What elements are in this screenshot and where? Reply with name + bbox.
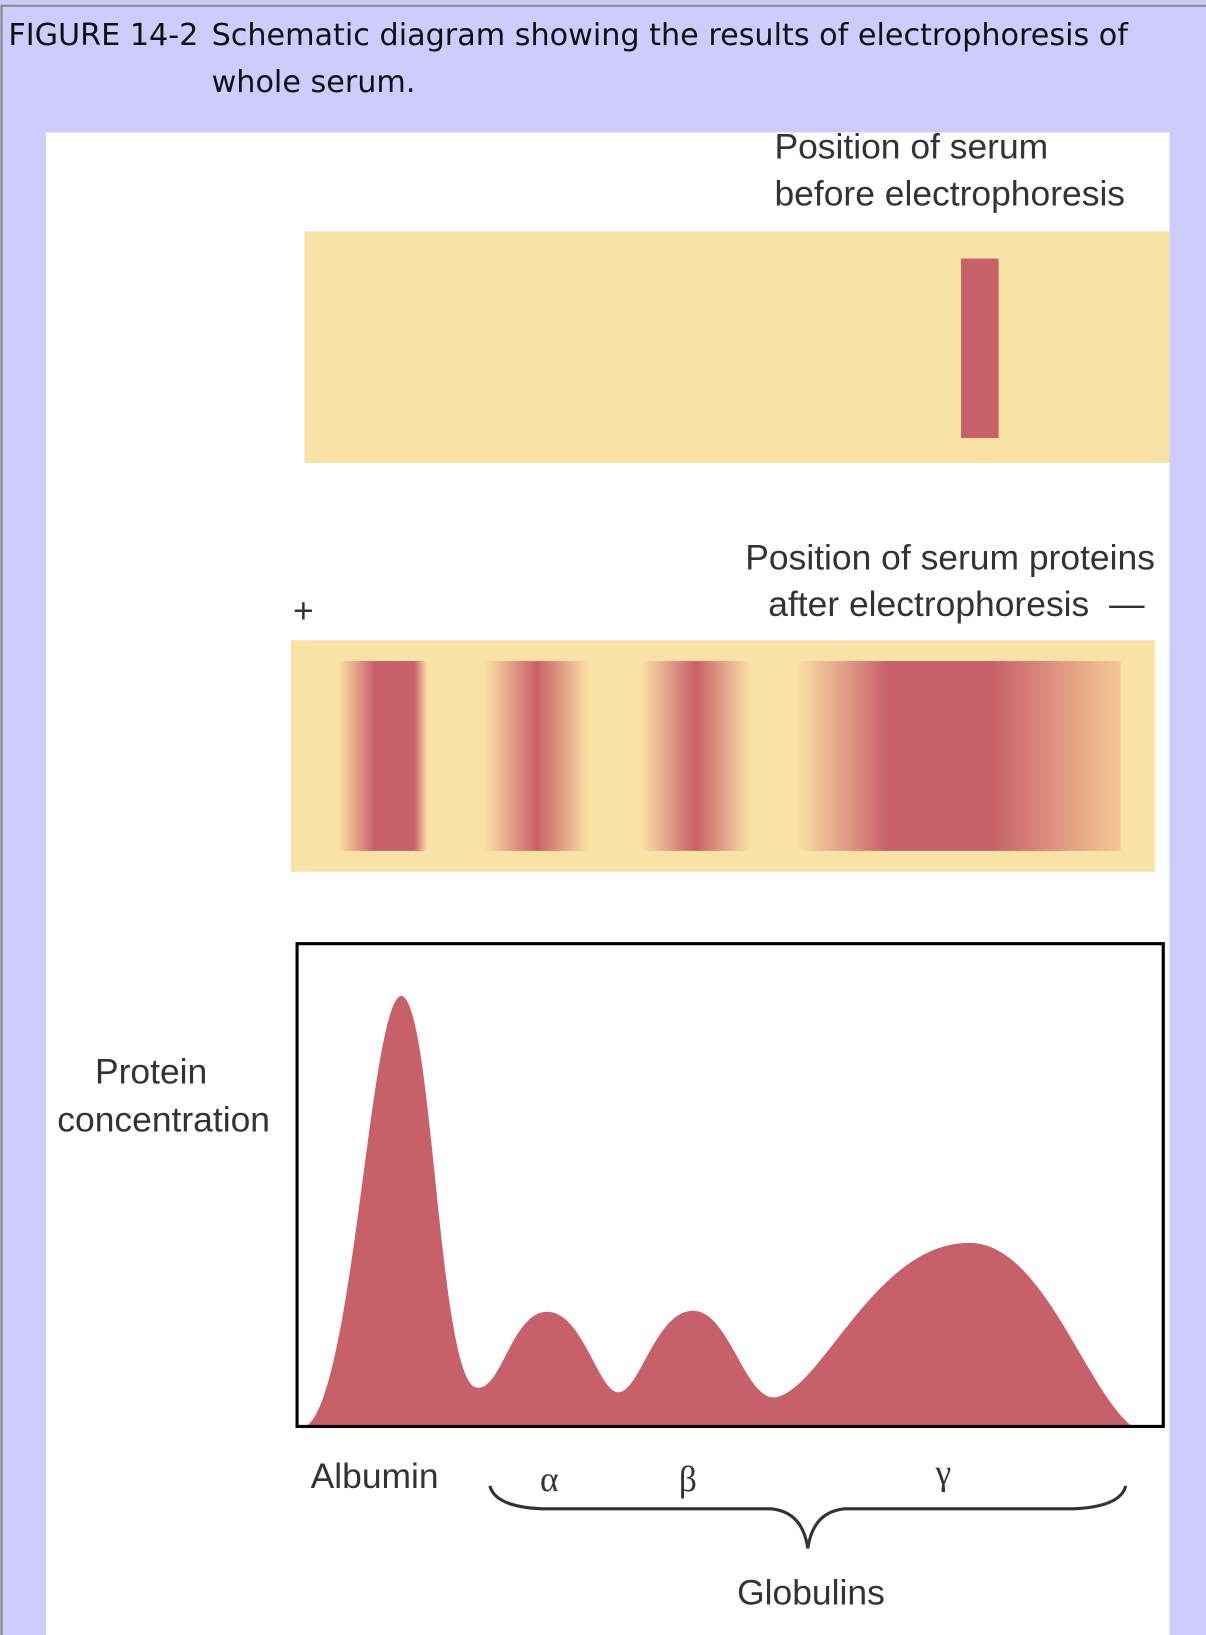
band-label: Albumin (311, 1456, 439, 1496)
group-label: Globulins (737, 1573, 885, 1613)
before-label: before electrophoresis (774, 173, 1125, 213)
alpha-band (485, 661, 589, 851)
before-label: Position of serum (774, 126, 1048, 166)
figure-panel: FIGURE 14-2 Schematic diagram showing th… (0, 0, 1206, 1635)
band-label: β (679, 1459, 697, 1499)
y-axis-label: concentration (57, 1099, 270, 1139)
caption-label: FIGURE 14-2 (8, 18, 198, 53)
negative-sign: — (1109, 584, 1145, 624)
after-label: after electrophoresis (768, 584, 1089, 624)
gamma-band (797, 661, 1120, 851)
albumin-band (339, 661, 428, 851)
positive-sign: + (293, 590, 314, 630)
beta-band (641, 661, 750, 851)
gel-strip (304, 231, 1169, 462)
caption-text: whole serum. (212, 65, 416, 100)
band-label: γ (934, 1453, 951, 1493)
caption-text: Schematic diagram showing the results of… (212, 18, 1130, 53)
page: {"caption": {"label": "FIGURE 14-2", "te… (0, 0, 1206, 1635)
band-label: α (540, 1459, 559, 1499)
serum-band (961, 259, 999, 438)
y-axis-label: Protein (95, 1051, 207, 1091)
after-label: Position of serum proteins (745, 537, 1155, 577)
